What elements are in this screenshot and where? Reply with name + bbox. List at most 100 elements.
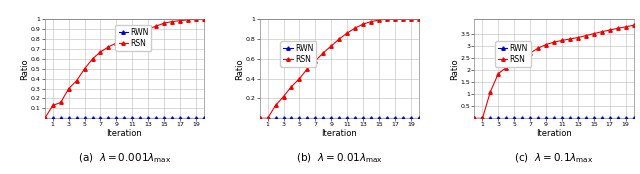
RWN [351, 117, 359, 119]
RSN [303, 68, 311, 70]
RWN [511, 117, 518, 119]
RWN [415, 117, 422, 119]
RWN [383, 117, 391, 119]
RWN [168, 117, 176, 119]
RWN [574, 117, 582, 119]
Legend: RWN, RSN: RWN, RSN [280, 41, 316, 67]
RWN [256, 117, 264, 119]
RWN [598, 117, 605, 119]
RWN [479, 117, 486, 119]
RWN [558, 117, 566, 119]
RSN [630, 24, 637, 26]
RSN [518, 56, 526, 58]
Text: (a)  $\lambda = 0.001\lambda_{\max}$: (a) $\lambda = 0.001\lambda_{\max}$ [77, 152, 171, 165]
RSN [566, 38, 574, 40]
RWN [65, 117, 72, 119]
RSN [272, 104, 280, 106]
Line: RWN: RWN [258, 117, 420, 120]
RWN [343, 117, 351, 119]
RWN [200, 117, 208, 119]
RWN [614, 117, 621, 119]
RSN [470, 117, 478, 119]
RWN [590, 117, 598, 119]
RSN [89, 58, 97, 60]
RWN [375, 117, 383, 119]
RSN [383, 18, 391, 20]
RSN [168, 21, 176, 23]
RWN [176, 117, 184, 119]
Legend: RWN, RSN: RWN, RSN [495, 41, 531, 67]
RSN [145, 28, 152, 30]
RSN [97, 51, 104, 53]
Legend: RWN, RSN: RWN, RSN [115, 25, 152, 51]
RSN [200, 18, 208, 20]
RWN [152, 117, 160, 119]
RWN [89, 117, 97, 119]
RWN [160, 117, 168, 119]
RSN [614, 27, 621, 29]
RSN [495, 73, 502, 75]
RWN [192, 117, 200, 119]
RWN [264, 117, 271, 119]
RSN [606, 29, 614, 31]
RSN [73, 80, 81, 82]
Line: RWN: RWN [473, 117, 636, 120]
RSN [582, 35, 589, 37]
RSN [486, 91, 494, 93]
RWN [57, 117, 65, 119]
RSN [574, 37, 582, 39]
RWN [319, 117, 327, 119]
RWN [136, 117, 144, 119]
RSN [351, 27, 359, 29]
RSN [160, 22, 168, 24]
RSN [287, 86, 295, 88]
RSN [81, 68, 88, 70]
RSN [590, 33, 598, 35]
RSN [57, 101, 65, 104]
RWN [287, 117, 295, 119]
RWN [49, 117, 56, 119]
RSN [511, 63, 518, 65]
RWN [534, 117, 542, 119]
RWN [296, 117, 303, 119]
RSN [65, 88, 72, 90]
RWN [486, 117, 494, 119]
RWN [303, 117, 311, 119]
RSN [502, 66, 510, 69]
RSN [415, 18, 422, 20]
Y-axis label: Ratio: Ratio [450, 58, 459, 80]
RSN [104, 46, 112, 48]
RSN [152, 25, 160, 27]
RWN [367, 117, 375, 119]
Text: (c)  $\lambda = 0.1\lambda_{\max}$: (c) $\lambda = 0.1\lambda_{\max}$ [515, 152, 594, 165]
RWN [518, 117, 526, 119]
RSN [41, 117, 49, 119]
Line: RSN: RSN [473, 23, 636, 120]
RWN [73, 117, 81, 119]
RSN [367, 21, 375, 23]
RWN [312, 117, 319, 119]
RWN [120, 117, 128, 119]
Line: RSN: RSN [43, 17, 205, 120]
RWN [470, 117, 478, 119]
RSN [176, 20, 184, 22]
RWN [495, 117, 502, 119]
RSN [184, 19, 192, 21]
RWN [391, 117, 399, 119]
RSN [375, 19, 383, 21]
RWN [582, 117, 589, 119]
RWN [542, 117, 550, 119]
RWN [81, 117, 88, 119]
RSN [120, 38, 128, 40]
RSN [335, 38, 343, 40]
RWN [526, 117, 534, 119]
RWN [280, 117, 287, 119]
RSN [192, 18, 200, 20]
X-axis label: Iteration: Iteration [321, 129, 357, 138]
RWN [184, 117, 192, 119]
RWN [550, 117, 558, 119]
RSN [407, 18, 415, 20]
RWN [113, 117, 120, 119]
RSN [598, 31, 605, 33]
RSN [49, 104, 56, 106]
